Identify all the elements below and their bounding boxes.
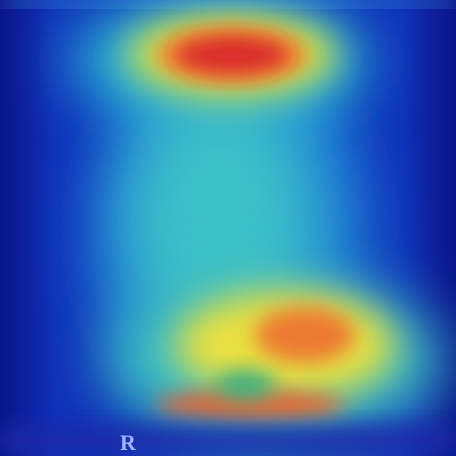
side-marker: R bbox=[120, 430, 137, 455]
